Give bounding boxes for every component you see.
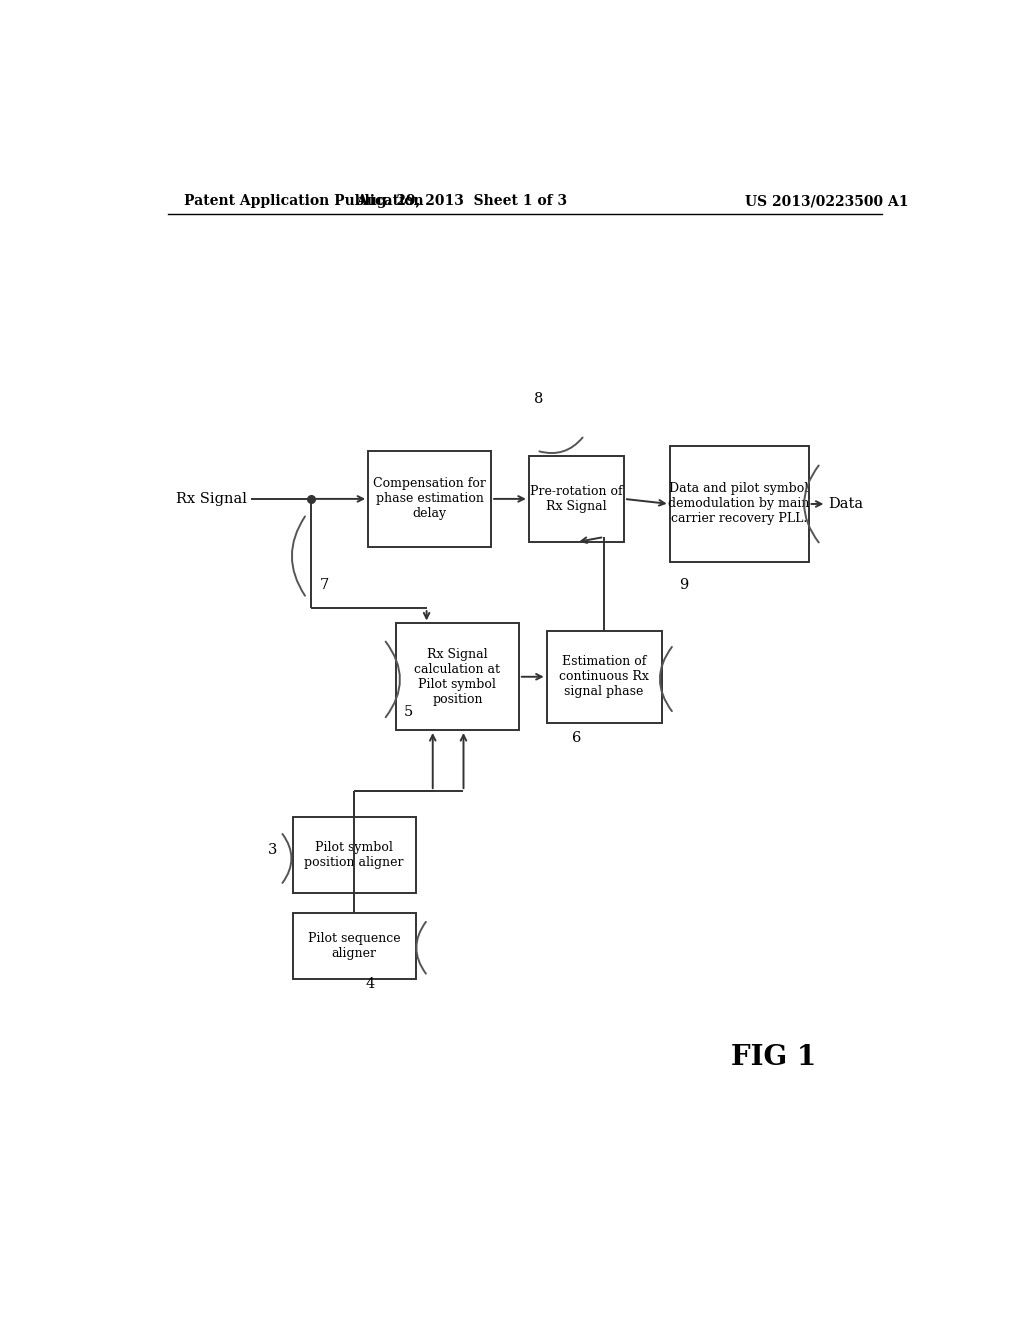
Text: 6: 6: [571, 731, 581, 744]
Bar: [528, 455, 624, 543]
Text: 4: 4: [366, 977, 375, 991]
Text: Data: Data: [828, 496, 864, 511]
Text: Estimation of
continuous Rx
signal phase: Estimation of continuous Rx signal phase: [559, 655, 649, 698]
Text: Pilot symbol
position aligner: Pilot symbol position aligner: [304, 841, 403, 869]
Bar: [293, 913, 416, 979]
Text: 5: 5: [403, 705, 413, 719]
Bar: [547, 631, 662, 722]
Text: 9: 9: [679, 578, 688, 593]
Text: 8: 8: [535, 392, 544, 407]
Text: 7: 7: [321, 578, 330, 593]
Text: 3: 3: [267, 842, 278, 857]
Bar: [396, 623, 519, 730]
Bar: [670, 446, 809, 562]
Text: Patent Application Publication: Patent Application Publication: [183, 194, 423, 209]
Text: FIG 1: FIG 1: [731, 1044, 816, 1072]
Text: Pilot sequence
aligner: Pilot sequence aligner: [308, 932, 400, 960]
Text: Data and pilot symbol
demodulation by main
carrier recovery PLL.: Data and pilot symbol demodulation by ma…: [669, 483, 810, 525]
Text: Pre-rotation of
Rx Signal: Pre-rotation of Rx Signal: [530, 484, 623, 513]
Text: Rx Signal
calculation at
Pilot symbol
position: Rx Signal calculation at Pilot symbol po…: [415, 648, 501, 706]
Text: Compensation for
phase estimation
delay: Compensation for phase estimation delay: [373, 478, 486, 520]
Text: Aug. 29, 2013  Sheet 1 of 3: Aug. 29, 2013 Sheet 1 of 3: [355, 194, 567, 209]
Text: US 2013/0223500 A1: US 2013/0223500 A1: [744, 194, 908, 209]
Bar: [293, 817, 416, 892]
Bar: [368, 450, 492, 548]
Text: Rx Signal: Rx Signal: [176, 492, 247, 506]
